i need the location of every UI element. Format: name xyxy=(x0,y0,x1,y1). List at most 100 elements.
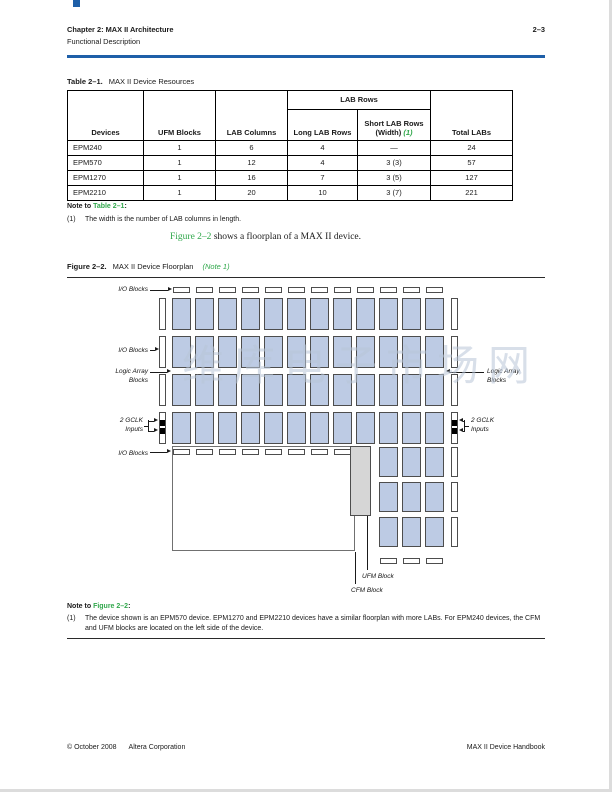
io-block-top xyxy=(196,287,213,293)
footer-left: © October 2008 Altera Corporation xyxy=(67,744,185,751)
figure-note-item: (1) The device shown is an EPM570 device… xyxy=(67,614,547,633)
figure-caption-text: MAX II Device Floorplan xyxy=(112,262,194,271)
figure-2-2-link[interactable]: Figure 2–2 xyxy=(170,232,212,242)
table-row: EPM570 1 12 4 3 (3) 57 xyxy=(67,155,513,171)
io-block-top xyxy=(380,287,397,293)
io-block-top xyxy=(242,287,259,293)
io-block-side xyxy=(450,517,458,547)
lab-block xyxy=(287,336,306,368)
note-text: The width is the number of LAB columns i… xyxy=(85,216,242,223)
lab-block xyxy=(333,374,352,406)
gclk-inputs-label-left: 2 GCLK Inputs xyxy=(119,417,143,433)
page-edge-tab xyxy=(73,0,80,7)
page-number: 2–3 xyxy=(532,25,545,34)
figure-caption-rule xyxy=(67,277,545,278)
lab-block xyxy=(402,517,421,547)
gclk-input-pin xyxy=(160,419,165,426)
figure-caption-label: Figure 2–2. xyxy=(67,262,107,271)
figure-note-label: Note to Figure 2–2: xyxy=(67,603,131,610)
lab-block xyxy=(379,412,398,444)
table-note-item: (1) The width is the number of LAB colum… xyxy=(67,216,545,223)
io-block-bottom xyxy=(219,449,236,455)
leader-line xyxy=(147,430,154,432)
io-block-top xyxy=(311,287,328,293)
lab-block xyxy=(379,336,398,368)
lab-block xyxy=(333,298,352,330)
lab-block xyxy=(425,336,444,368)
section-title: Functional Description xyxy=(67,37,141,46)
io-block-top xyxy=(403,287,420,293)
logic-array-blocks-label-left: Logic Array Blocks xyxy=(115,367,148,384)
table-note-label: Note to Table 2–1: xyxy=(67,203,127,210)
lab-block xyxy=(241,412,260,444)
lab-block xyxy=(425,517,444,547)
col-header-long-rows: Long LAB Rows xyxy=(287,109,358,141)
lab-block xyxy=(333,412,352,444)
figure-caption: Figure 2–2. MAX II Device Floorplan (Note … xyxy=(67,262,230,271)
arrowhead-icon xyxy=(458,428,463,432)
device-resources-table: Devices UFM Blocks LAB Columns LAB Rows … xyxy=(67,90,513,201)
leader-line xyxy=(450,371,484,373)
io-block-top xyxy=(357,287,374,293)
io-block-bottom xyxy=(288,449,305,455)
table-2-1-link[interactable]: Table 2–1 xyxy=(93,203,125,210)
lab-block xyxy=(402,298,421,330)
lab-block xyxy=(402,447,421,477)
lab-block xyxy=(195,374,214,406)
arrowhead-icon xyxy=(446,369,450,373)
leader-line xyxy=(143,425,148,427)
footer-handbook: MAX II Device Handbook xyxy=(466,744,545,751)
lab-block xyxy=(241,374,260,406)
note-text: The device shown is an EPM570 device. EP… xyxy=(85,615,541,632)
lab-block xyxy=(356,374,375,406)
lab-block xyxy=(379,447,398,477)
lab-block xyxy=(356,336,375,368)
lab-block xyxy=(195,336,214,368)
lab-block xyxy=(356,298,375,330)
lab-block xyxy=(172,298,191,330)
lab-block xyxy=(287,412,306,444)
figure-note-ref[interactable]: (Note 1) xyxy=(202,262,230,271)
arrowhead-icon xyxy=(167,369,171,373)
cfm-leader-line xyxy=(354,552,356,584)
io-blocks-label-bottom: I/O Blocks xyxy=(118,449,148,457)
leader-line xyxy=(464,420,465,432)
lab-block xyxy=(425,482,444,512)
lab-block xyxy=(310,412,329,444)
io-block-bottom xyxy=(196,449,213,455)
col-header-devices: Devices xyxy=(67,90,144,141)
lab-block xyxy=(425,412,444,444)
lab-block xyxy=(379,374,398,406)
io-block-top xyxy=(334,287,351,293)
lab-block xyxy=(402,374,421,406)
arrowhead-icon xyxy=(458,418,463,422)
table-row: EPM1270 1 16 7 3 (5) 127 xyxy=(67,170,513,186)
ufm-block xyxy=(350,446,371,516)
lab-block xyxy=(356,412,375,444)
io-block-side xyxy=(159,298,166,330)
table-caption-text: MAX II Device Resources xyxy=(108,77,195,86)
io-block-side xyxy=(159,374,166,406)
figure-2-2-link[interactable]: Figure 2–2 xyxy=(93,603,129,610)
gclk-input-pin xyxy=(451,419,457,426)
io-block-top xyxy=(173,287,190,293)
lab-block xyxy=(172,336,191,368)
table-row: EPM2210 1 20 10 3 (7) 221 xyxy=(67,185,513,201)
lab-block xyxy=(310,336,329,368)
footnote-ref-1[interactable]: (1) xyxy=(403,128,413,137)
footer-copyright: © October 2008 xyxy=(67,744,117,751)
table-caption-label: Table 2–1. xyxy=(67,77,103,86)
lab-block xyxy=(425,298,444,330)
lab-block xyxy=(264,412,283,444)
gclk-input-pin xyxy=(160,427,165,434)
leader-line xyxy=(147,420,149,432)
table-row: EPM240 1 6 4 — 24 xyxy=(67,140,513,156)
chapter-title: Chapter 2: MAX II Architecture xyxy=(67,25,174,34)
cfm-block xyxy=(172,446,355,551)
io-block-bottom xyxy=(403,558,420,564)
arrowhead-icon xyxy=(168,287,172,291)
io-block-side xyxy=(450,336,458,368)
note-marker: (1) xyxy=(67,216,76,223)
io-block-bottom xyxy=(242,449,259,455)
